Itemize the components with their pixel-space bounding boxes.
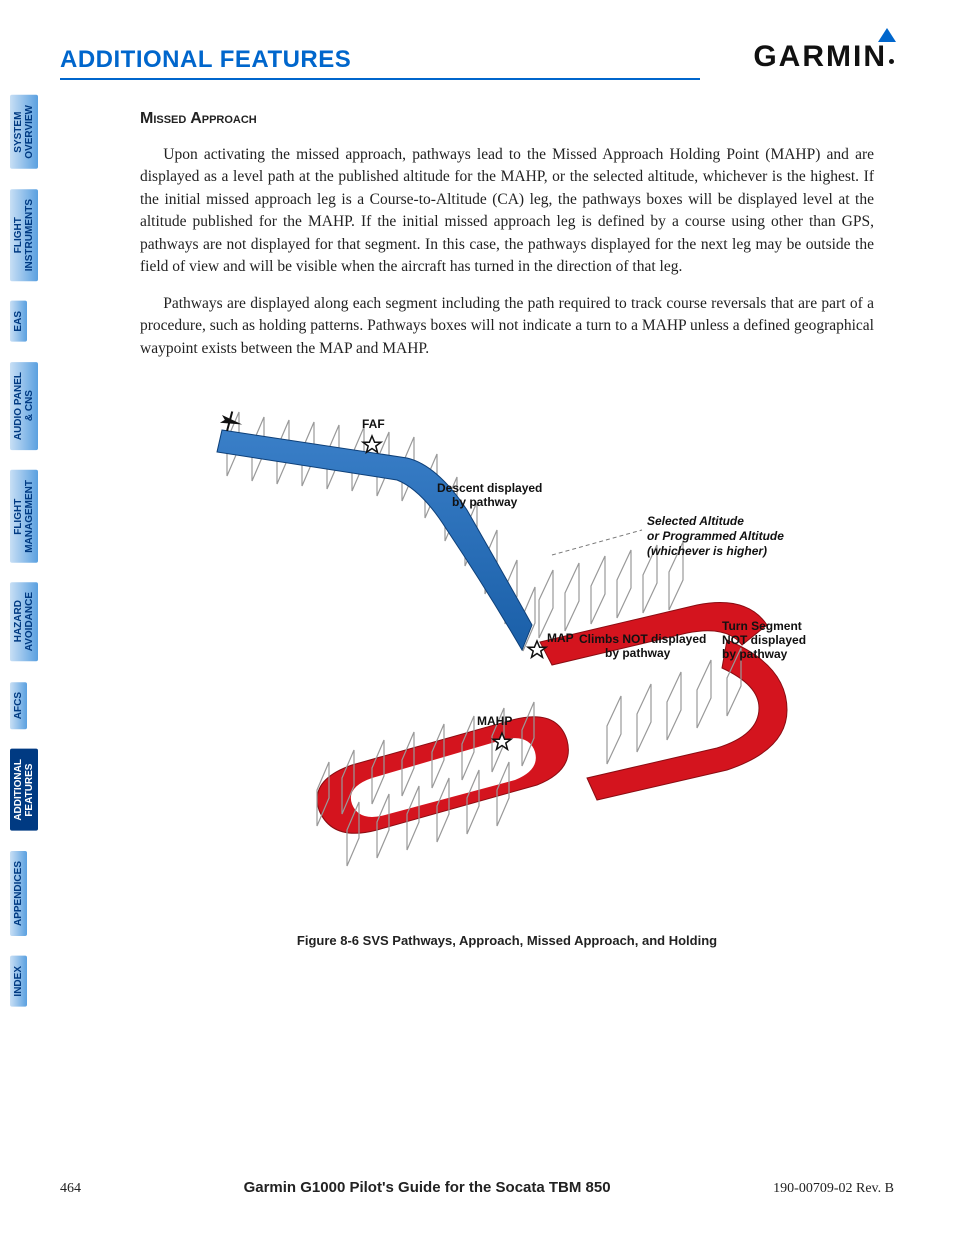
selalt-label-2: or Programmed Altitude bbox=[647, 529, 784, 543]
descent-label-2: by pathway bbox=[452, 495, 518, 509]
map-label: MAP bbox=[547, 631, 574, 645]
section-tab[interactable]: APPENDICES bbox=[10, 851, 27, 936]
section-tab[interactable]: SYSTEM OVERVIEW bbox=[10, 95, 38, 169]
faf-waypoint-icon bbox=[363, 436, 381, 452]
logo-dot-icon bbox=[889, 59, 894, 64]
section-tabs-sidebar: SYSTEM OVERVIEW FLIGHT INSTRUMENTS EAS AUDI… bbox=[10, 95, 46, 1026]
revision: 190-00709-02 Rev. B bbox=[773, 1181, 894, 1197]
body-paragraph: Pathways are displayed along each segmen… bbox=[140, 293, 874, 360]
page-footer: 464 Garmin G1000 Pilot's Guide for the S… bbox=[60, 1179, 894, 1197]
header-rule bbox=[60, 78, 700, 80]
section-title: ADDITIONAL FEATURES bbox=[60, 46, 351, 74]
figure: FAF MAP MAHP Descent displayed by pathwa… bbox=[140, 390, 874, 948]
logo-triangle-icon bbox=[878, 28, 896, 42]
page-content: Missed Approach Upon activating the miss… bbox=[140, 110, 874, 948]
turn-label-2: NOT displayed bbox=[722, 633, 806, 647]
mahp-label: MAHP bbox=[477, 714, 512, 728]
section-tab[interactable]: ADDITIONAL FEATURES bbox=[10, 749, 38, 831]
climbs-label-1: Climbs NOT displayed bbox=[579, 632, 706, 646]
figure-caption: Figure 8-6 SVS Pathways, Approach, Misse… bbox=[140, 933, 874, 948]
section-tab[interactable]: FLIGHT INSTRUMENTS bbox=[10, 189, 38, 281]
selalt-label-1: Selected Altitude bbox=[647, 514, 744, 528]
section-tab[interactable]: AUDIO PANEL & CNS bbox=[10, 362, 38, 450]
descent-label-1: Descent displayed bbox=[437, 481, 542, 495]
section-tab[interactable]: FLIGHT MANAGEMENT bbox=[10, 470, 38, 563]
pathways-diagram: FAF MAP MAHP Descent displayed by pathwa… bbox=[167, 390, 847, 910]
logo-text: GARMIN bbox=[753, 40, 887, 73]
body-paragraph: Upon activating the missed approach, pat… bbox=[140, 144, 874, 279]
section-tab[interactable]: AFCS bbox=[10, 682, 27, 729]
subsection-heading: Missed Approach bbox=[140, 110, 874, 128]
section-tab[interactable]: EAS bbox=[10, 301, 27, 342]
turn-label-3: by pathway bbox=[722, 647, 788, 661]
turn-label-1: Turn Segment bbox=[722, 619, 802, 633]
section-tab[interactable]: INDEX bbox=[10, 956, 27, 1007]
page-number: 464 bbox=[60, 1181, 81, 1197]
climbs-label-2: by pathway bbox=[605, 646, 671, 660]
manual-title: Garmin G1000 Pilot's Guide for the Socat… bbox=[244, 1179, 611, 1196]
garmin-logo: GARMIN bbox=[753, 40, 894, 74]
section-tab[interactable]: HAZARD AVOIDANCE bbox=[10, 582, 38, 661]
faf-label: FAF bbox=[362, 417, 385, 431]
selalt-label-3: (whichever is higher) bbox=[647, 544, 767, 558]
